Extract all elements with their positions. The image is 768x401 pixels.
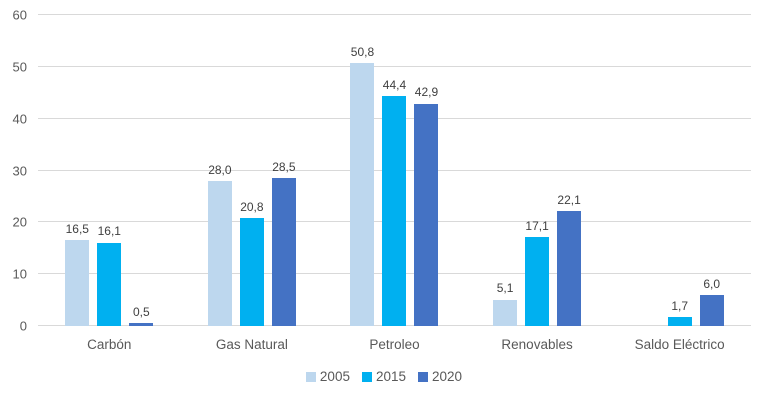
bar-value-label: 20,8 xyxy=(240,200,264,214)
bar-value-label: 44,4 xyxy=(382,77,407,92)
bar-slot: 28,0 xyxy=(207,15,232,326)
bar xyxy=(667,317,692,326)
category-label: Gas Natural xyxy=(215,337,288,352)
legend-item: 2005 xyxy=(305,369,350,384)
bar xyxy=(129,323,154,326)
category-label: Saldo Eléctrico xyxy=(634,337,725,352)
bar-slot: 22,1 xyxy=(557,15,582,326)
bar-group: 5,1 17,1 22,1 xyxy=(466,15,609,326)
legend-swatch xyxy=(361,371,372,382)
bar-slot: 0,5 xyxy=(129,15,154,326)
bar-value-label: 0,5 xyxy=(132,305,150,320)
bar-groups: 16,5 16,1 0,5 28,0 20,8 28,5 50,8 44,4 42,9 5,1 17… xyxy=(38,15,751,326)
bar-group: 50,8 44,4 42,9 xyxy=(323,15,466,326)
bar-group: 1,7 6,0 xyxy=(608,15,751,326)
legend-label: 2005 xyxy=(319,369,350,384)
bar-slot: 5,1 xyxy=(493,15,518,326)
bar xyxy=(493,299,518,326)
category-label: Petroleo xyxy=(369,337,420,352)
bar-value-label: 16,5 xyxy=(65,222,89,237)
bar-slot: 44,4 xyxy=(382,15,407,326)
bar-value-label: 17,1 xyxy=(525,219,549,234)
bar-group: 28,0 20,8 28,5 xyxy=(181,15,324,326)
x-axis: Carbón Gas Natural Petroleo Renovables Saldo… xyxy=(38,337,751,352)
bar-slot: 1,7 xyxy=(667,15,692,326)
category-label: Carbón xyxy=(87,337,132,352)
bar-value-label: 6,0 xyxy=(703,276,721,291)
bar xyxy=(97,242,122,326)
bar-slot: 6,0 xyxy=(699,15,724,326)
bar-slot: 50,8 xyxy=(350,15,375,326)
y-axis-tick-label: 50 xyxy=(12,59,27,75)
bar-value-label: 1,7 xyxy=(671,299,689,314)
bar xyxy=(239,218,264,326)
bar xyxy=(65,240,90,326)
bar-value-label: 5,1 xyxy=(496,281,514,296)
bar-slot: 20,8 xyxy=(239,15,264,326)
bar-slot: 16,5 xyxy=(65,15,90,326)
plot-area: 16,5 16,1 0,5 28,0 20,8 28,5 50,8 44,4 42,9 5,1 17… xyxy=(38,14,751,326)
bar-value-label: 42,9 xyxy=(414,85,439,100)
legend-item: 2020 xyxy=(418,369,462,384)
bar-value-label: 28,5 xyxy=(272,160,296,175)
bar xyxy=(525,237,550,326)
category-label: Renovables xyxy=(501,337,573,352)
legend-label: 2015 xyxy=(375,369,407,384)
legend-swatch xyxy=(305,371,316,382)
bar-slot: 28,5 xyxy=(271,15,296,326)
bar xyxy=(699,294,724,326)
y-axis: 0 10 20 30 40 50 60 xyxy=(0,9,30,333)
bar-value-label: 22,1 xyxy=(557,193,581,208)
bar xyxy=(557,211,582,326)
legend: 2005 2015 2020 xyxy=(0,369,768,384)
bar-slot: 16,1 xyxy=(97,15,122,326)
y-axis-tick-label: 20 xyxy=(12,214,27,230)
legend-swatch xyxy=(418,371,429,382)
y-axis-tick-label: 0 xyxy=(19,318,27,334)
bar-slot: 17,1 xyxy=(525,15,550,326)
legend-item: 2015 xyxy=(361,369,407,384)
gridline xyxy=(38,14,751,15)
bar-value-label: 16,1 xyxy=(97,224,121,239)
y-axis-tick-label: 40 xyxy=(12,111,27,127)
bar-value-label: 28,0 xyxy=(208,162,232,177)
y-axis-tick-label: 60 xyxy=(12,7,27,23)
bar xyxy=(350,62,375,326)
bar-group: 16,5 16,1 0,5 xyxy=(38,15,181,326)
bar xyxy=(271,178,296,326)
bar xyxy=(207,180,232,326)
bar xyxy=(382,95,407,326)
bar-slot: 42,9 xyxy=(414,15,439,326)
bar-slot xyxy=(636,15,660,326)
bar xyxy=(414,103,439,326)
gridline xyxy=(38,65,751,67)
bar-value-label: 50,8 xyxy=(350,44,375,59)
y-axis-tick-label: 30 xyxy=(12,163,27,178)
y-axis-tick-label: 10 xyxy=(12,266,27,282)
legend-label: 2020 xyxy=(432,369,463,384)
